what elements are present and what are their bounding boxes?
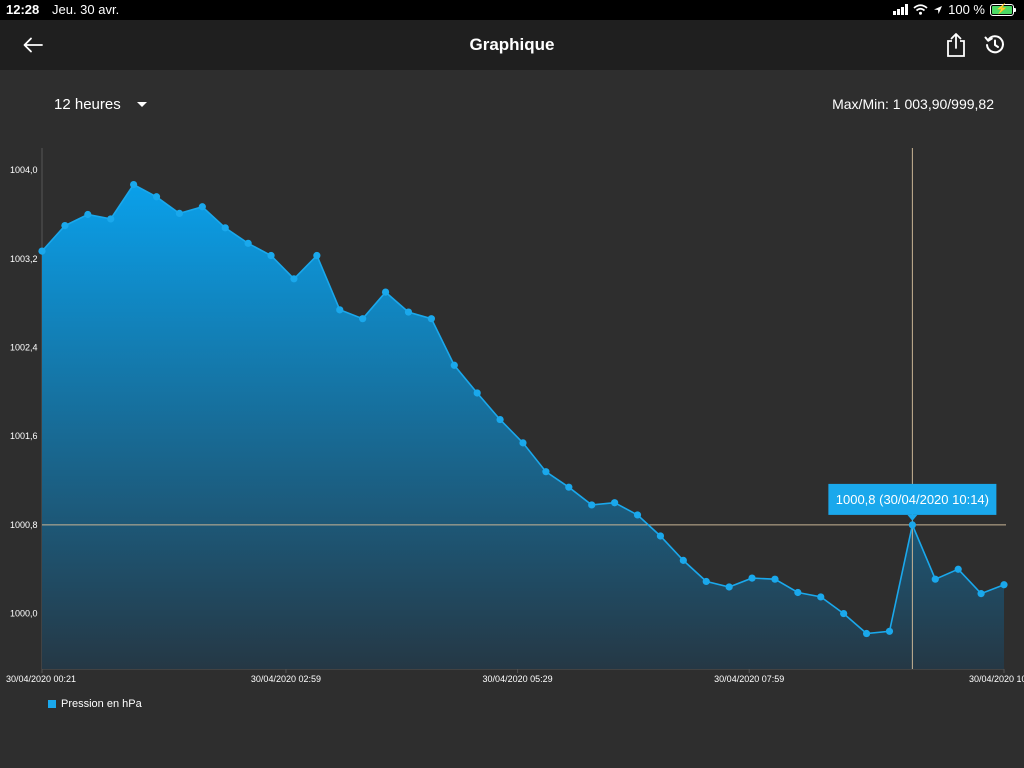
status-date: Jeu. 30 avr.: [52, 2, 120, 17]
chart-tick-labels: 1000,0 1000,8 1001,6 1002,4 1003,2 1004,0 30/0…: [6, 165, 1024, 684]
legend-label: Pression en hPa: [61, 698, 142, 710]
status-right: 100 % ⚡: [893, 2, 1016, 17]
data-point[interactable]: [1000, 581, 1008, 589]
data-point[interactable]: [565, 483, 573, 491]
nav-bar: Graphique: [0, 20, 1024, 70]
battery-percent: 100 %: [948, 2, 985, 17]
y-tick-label: 1000,8: [10, 520, 38, 530]
data-point[interactable]: [359, 315, 367, 323]
history-icon: [984, 35, 1004, 54]
data-point[interactable]: [61, 221, 69, 230]
data-point[interactable]: [542, 468, 550, 476]
data-point[interactable]: [381, 288, 390, 296]
y-tick-label: 1001,6: [10, 431, 38, 441]
data-point[interactable]: [633, 511, 642, 519]
status-time: 12:28: [6, 2, 40, 17]
location-icon: [934, 5, 943, 14]
y-tick-label: 1003,2: [10, 254, 38, 264]
data-point[interactable]: [862, 629, 871, 638]
tooltip-box: [828, 483, 997, 515]
chart-legend: Pression en hPa: [48, 698, 142, 710]
x-tick-label: 30/04/2020 00:21: [6, 674, 76, 684]
chevron-down-icon: [136, 102, 147, 107]
max-min-label: Max/Min: 1 003,90/999,82: [832, 96, 994, 112]
data-point[interactable]: [427, 315, 435, 323]
data-point[interactable]: [656, 532, 665, 540]
range-dropdown[interactable]: 12 heures: [54, 96, 147, 113]
history-button[interactable]: [982, 32, 1008, 58]
data-point[interactable]: [38, 247, 46, 255]
data-point[interactable]: [84, 210, 92, 219]
x-tick-label: 30/04/2020 10:44: [969, 674, 1024, 684]
data-point[interactable]: [817, 593, 825, 601]
data-point[interactable]: [885, 627, 894, 635]
data-point[interactable]: [794, 588, 802, 597]
tooltip-text: 1000,8 (30/04/2020 10:14): [836, 492, 989, 507]
chart-tooltip: 1000,8 (30/04/2020 10:14): [828, 483, 997, 521]
y-tick-label: 1004,0: [10, 165, 38, 175]
data-point[interactable]: [954, 565, 962, 573]
data-point[interactable]: [473, 389, 481, 397]
data-point[interactable]: [840, 609, 848, 618]
data-point[interactable]: [313, 251, 321, 260]
data-point[interactable]: [221, 224, 229, 232]
status-bar: 12:28 Jeu. 30 avr. 100 % ⚡: [0, 0, 1024, 20]
data-point[interactable]: [771, 575, 779, 583]
data-point[interactable]: [404, 308, 413, 316]
x-tick-label: 30/04/2020 07:59: [714, 674, 784, 684]
data-point[interactable]: [588, 501, 596, 509]
x-tick-label: 30/04/2020 02:59: [251, 674, 321, 684]
data-point[interactable]: [267, 251, 275, 260]
legend-swatch: [48, 700, 56, 708]
y-tick-label: 1000,0: [10, 609, 38, 619]
data-point[interactable]: [496, 415, 504, 424]
data-point[interactable]: [244, 239, 252, 247]
data-point[interactable]: [198, 203, 206, 211]
x-tick-label: 30/04/2020 05:29: [483, 674, 553, 684]
chart-area: [42, 184, 1004, 669]
chart-crosshair: [42, 148, 1006, 669]
share-icon: [947, 33, 965, 57]
data-point[interactable]: [977, 590, 985, 598]
data-point[interactable]: [290, 275, 298, 283]
signal-icon: [893, 4, 909, 15]
data-point[interactable]: [450, 361, 458, 369]
data-point[interactable]: [519, 439, 527, 447]
arrow-left-icon: [23, 37, 43, 53]
data-point[interactable]: [908, 521, 916, 529]
wifi-icon: [913, 4, 928, 15]
data-point[interactable]: [748, 574, 756, 582]
data-point[interactable]: [702, 577, 710, 586]
data-point[interactable]: [130, 180, 138, 189]
back-button[interactable]: [20, 32, 46, 58]
data-point[interactable]: [175, 209, 184, 218]
y-tick-label: 1002,4: [10, 343, 38, 353]
data-point[interactable]: [725, 583, 733, 591]
data-point[interactable]: [611, 499, 619, 507]
page-title: Graphique: [469, 35, 555, 54]
data-point[interactable]: [336, 306, 344, 314]
data-point[interactable]: [679, 556, 687, 564]
chart-points: [38, 180, 1008, 638]
data-point[interactable]: [152, 193, 161, 201]
pressure-chart[interactable]: 1000,0 1000,8 1001,6 1002,4 1003,2 1004,0 30/0…: [0, 140, 1024, 690]
range-selected-value: 12 heures: [54, 96, 121, 113]
data-point[interactable]: [107, 215, 115, 223]
data-point[interactable]: [931, 575, 939, 583]
share-button[interactable]: [943, 32, 969, 58]
battery-icon: ⚡: [990, 3, 1016, 16]
tooltip-arrow: [907, 514, 918, 521]
